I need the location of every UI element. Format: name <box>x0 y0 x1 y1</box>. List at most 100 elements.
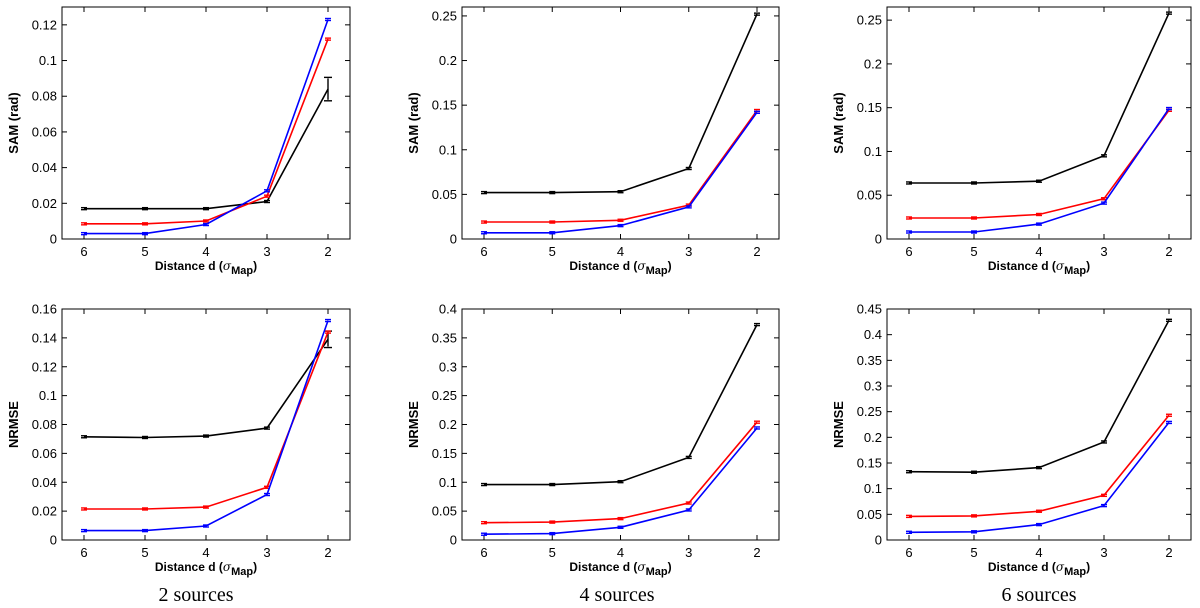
x-tick-label: 5 <box>970 244 977 259</box>
x-axis-label: Distance d (σMap) <box>988 560 1090 578</box>
y-tick-label: 0.1 <box>439 475 457 490</box>
series-line-black <box>84 88 329 210</box>
series-line-blue <box>84 320 329 532</box>
data-point-red <box>325 330 331 334</box>
y-tick-label: 0.05 <box>857 507 882 522</box>
y-axis-label: SAM (rad) <box>831 92 846 153</box>
x-tick-label: 6 <box>480 244 487 259</box>
x-tick-label: 3 <box>685 545 692 560</box>
y-tick-label: 0.25 <box>432 8 457 23</box>
data-point-blue <box>617 525 624 529</box>
series-line-blue <box>908 421 1170 534</box>
y-tick-label: 0 <box>450 232 457 247</box>
y-tick-label: 0.05 <box>857 188 882 203</box>
data-point-black <box>203 206 209 211</box>
x-tick-label: 6 <box>905 545 912 560</box>
y-tick-label: 0.25 <box>857 13 882 28</box>
y-tick-label: 0.4 <box>439 302 457 317</box>
x-tick-label: 2 <box>324 545 331 560</box>
data-point-blue <box>81 231 87 236</box>
series-line-red <box>84 38 329 225</box>
series-line-black <box>908 319 1170 474</box>
x-axis-label: Distance d (σMap) <box>569 560 671 578</box>
x-tick-label: 2 <box>753 545 760 560</box>
data-point-black <box>754 322 760 327</box>
series-line-red <box>908 414 1170 518</box>
series-line-red <box>909 109 1170 219</box>
data-point-red <box>481 520 487 525</box>
data-point-blue <box>971 230 977 234</box>
x-tick-label: 4 <box>617 244 624 259</box>
data-point-black <box>906 181 912 185</box>
y-tick-label: 0.04 <box>32 160 57 175</box>
data-point-black <box>617 479 624 484</box>
data-point-red <box>142 222 148 226</box>
y-tick-label: 0.45 <box>857 302 882 317</box>
x-tick-label: 5 <box>141 545 148 560</box>
chart-6: 0 0.05 0.1 0.15 0.2 0.25 0.3 0.35 0.4 0.45 6 5 4 3 2 NR… <box>831 302 1192 578</box>
y-tick-label: 0.2 <box>864 56 882 71</box>
y-tick-label: 0.15 <box>857 100 882 115</box>
y-tick-label: 0.35 <box>432 330 457 345</box>
data-point-blue <box>481 231 487 235</box>
x-tick-label: 5 <box>141 244 148 259</box>
data-point-red <box>1036 509 1042 513</box>
data-point-red <box>264 194 270 198</box>
axes-box <box>61 308 351 541</box>
series-line-black <box>484 13 758 194</box>
data-point-blue <box>617 223 624 228</box>
data-point-red <box>754 420 760 424</box>
data-point-blue <box>1101 201 1107 205</box>
y-axis-label: NRMSE <box>831 401 846 448</box>
y-tick-label: 0.1 <box>39 53 57 68</box>
axes-box <box>886 6 1192 240</box>
y-tick-label: 0.3 <box>864 379 882 394</box>
data-point-black <box>1036 465 1042 470</box>
y-tick-label: 0.08 <box>32 417 57 432</box>
x-tick-label: 6 <box>80 244 87 259</box>
y-tick-label: 0.14 <box>32 330 57 345</box>
x-tick-label: 2 <box>1165 244 1172 259</box>
y-tick-label: 0 <box>875 533 882 548</box>
data-point-black <box>549 190 556 195</box>
x-tick-label: 6 <box>905 244 912 259</box>
data-point-black <box>1101 440 1107 444</box>
data-point-black <box>1036 179 1042 183</box>
data-point-blue <box>685 508 692 512</box>
x-axis-label: Distance d (σMap) <box>155 259 257 277</box>
data-point-blue <box>549 231 556 235</box>
x-tick-label: 5 <box>549 545 556 560</box>
chart-4: 0 0.02 0.04 0.06 0.08 0.1 0.12 0.14 0.16 6 5 4 3 2 NRM… <box>6 302 351 578</box>
data-point-black <box>324 76 332 102</box>
chart-2: 0 0.05 0.1 0.15 0.2 0.25 6 5 4 3 2 SAM (rad) Distanc… <box>406 6 780 277</box>
y-tick-label: 0.02 <box>32 504 57 519</box>
data-point-blue <box>142 231 148 236</box>
data-point-blue <box>325 318 331 323</box>
data-point-red <box>81 222 87 226</box>
data-point-blue <box>906 530 912 534</box>
x-tick-label: 3 <box>263 244 270 259</box>
series-line-black <box>909 12 1170 184</box>
data-point-blue <box>754 426 760 430</box>
x-axis-label: Distance d (σMap) <box>155 560 257 578</box>
data-point-blue <box>549 531 556 536</box>
y-tick-label: 0.1 <box>39 388 57 403</box>
data-point-blue <box>685 205 692 209</box>
data-point-red <box>325 37 331 41</box>
x-tick-label: 4 <box>202 244 209 259</box>
caption-3: 6 sources <box>1002 584 1077 606</box>
chart-3: 0 0.05 0.1 0.15 0.2 0.25 6 5 4 3 2 SAM (rad) Distanc… <box>831 6 1192 277</box>
series-line-blue <box>484 111 758 234</box>
data-point-blue <box>203 524 209 528</box>
y-tick-label: 0.2 <box>864 430 882 445</box>
data-point-black <box>971 181 977 185</box>
x-tick-label: 5 <box>970 545 977 560</box>
data-point-blue <box>203 222 209 227</box>
x-tick-label: 4 <box>1035 244 1042 259</box>
y-tick-label: 0.2 <box>439 53 457 68</box>
data-point-black <box>754 12 760 16</box>
y-tick-label: 0.16 <box>32 302 57 317</box>
y-tick-label: 0.25 <box>857 404 882 419</box>
series-line-blue <box>84 19 329 235</box>
